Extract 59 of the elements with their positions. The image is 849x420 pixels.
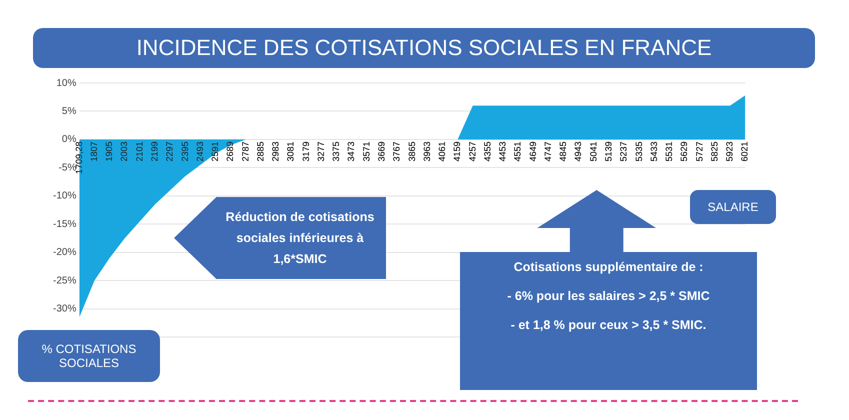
x-tick-label: 2199: [149, 141, 160, 162]
annotation: - 6% pour les salaires > 2,5 * SMIC: [506, 289, 711, 303]
x-tick-label: 4649: [528, 141, 538, 162]
x-tick-label: 3669: [376, 141, 386, 162]
x-tick-label: 3375: [331, 141, 342, 162]
x-tick-label: 4747: [542, 141, 553, 162]
x-tick-label: 6021: [740, 141, 750, 162]
y-tick-label: -10%: [52, 190, 76, 202]
x-tick-label: 1807: [88, 141, 99, 162]
annotation: Réduction de cotisations sociales inférieures à 1,6*SMIC: [224, 209, 376, 268]
x-tick-label: 2395: [180, 141, 190, 162]
x-tick-label: 4355: [482, 141, 492, 162]
x-tick-label: 2689: [225, 141, 236, 162]
y-tick-label: -5%: [58, 162, 76, 174]
x-tick-label: 5629: [679, 141, 690, 162]
x-tick-label: 2983: [270, 141, 281, 162]
x-tick-label: 5237: [618, 141, 629, 162]
x-tick-label: 4159: [452, 141, 462, 162]
x-tick-label: 2101: [134, 141, 144, 162]
y-tick-label: -20%: [52, 247, 76, 258]
x-tick-label: 3081: [286, 141, 296, 162]
y-tick-label: 0%: [62, 134, 76, 146]
x-tick-label: 3473: [346, 141, 356, 162]
x-tick-label: 5139: [603, 141, 614, 162]
x-axis-title: SALAIRE: [690, 190, 776, 224]
x-tick-label: 3571: [361, 141, 372, 162]
x-tick-label: 2003: [119, 141, 130, 162]
x-tick-label: 2885: [255, 141, 266, 162]
annotation: Cotisations supplémentaire de :: [512, 260, 704, 274]
x-tick-label: 5923: [724, 141, 735, 162]
x-tick-label: 3179: [300, 141, 311, 162]
x-tick-label: 4453: [498, 141, 508, 162]
y-tick-label: 5%: [62, 106, 76, 117]
y-tick-label: -30%: [52, 304, 76, 315]
annotation: - et 1,8 % pour ceux > 3,5 * SMIC.: [510, 318, 708, 332]
x-tick-label: 3767: [392, 141, 402, 162]
x-tick-label: 3865: [406, 141, 417, 162]
x-tick-label: 3277: [316, 141, 326, 162]
x-tick-label: 5041: [588, 141, 598, 162]
x-tick-label: 2591: [210, 141, 220, 162]
x-tick-label: 4943: [573, 141, 584, 162]
x-tick-label: 2493: [194, 141, 205, 162]
chart-title: INCIDENCE DES COTISATIONS SOCIALES EN FRANCE: [33, 28, 815, 68]
x-tick-label: 5531: [664, 141, 674, 162]
x-tick-label: 4551: [512, 141, 523, 162]
x-tick-label: 5335: [634, 141, 644, 162]
x-tick-label: 2297: [164, 141, 175, 162]
x-tick-label: 5825: [709, 141, 720, 162]
y-tick-label: -15%: [52, 218, 76, 230]
x-tick-label: 2787: [240, 141, 250, 162]
y-tick-label: -25%: [52, 275, 76, 286]
x-tick-label: 4845: [558, 141, 568, 162]
x-tick-label: 1905: [104, 141, 114, 162]
x-tick-label: 5727: [694, 141, 704, 162]
x-tick-label: 5433: [648, 141, 659, 162]
y-tick-label: 10%: [56, 78, 76, 89]
x-tick-label: 4257: [467, 141, 478, 162]
x-tick-label: 4061: [437, 141, 448, 162]
x-tick-label: 3963: [422, 141, 432, 162]
